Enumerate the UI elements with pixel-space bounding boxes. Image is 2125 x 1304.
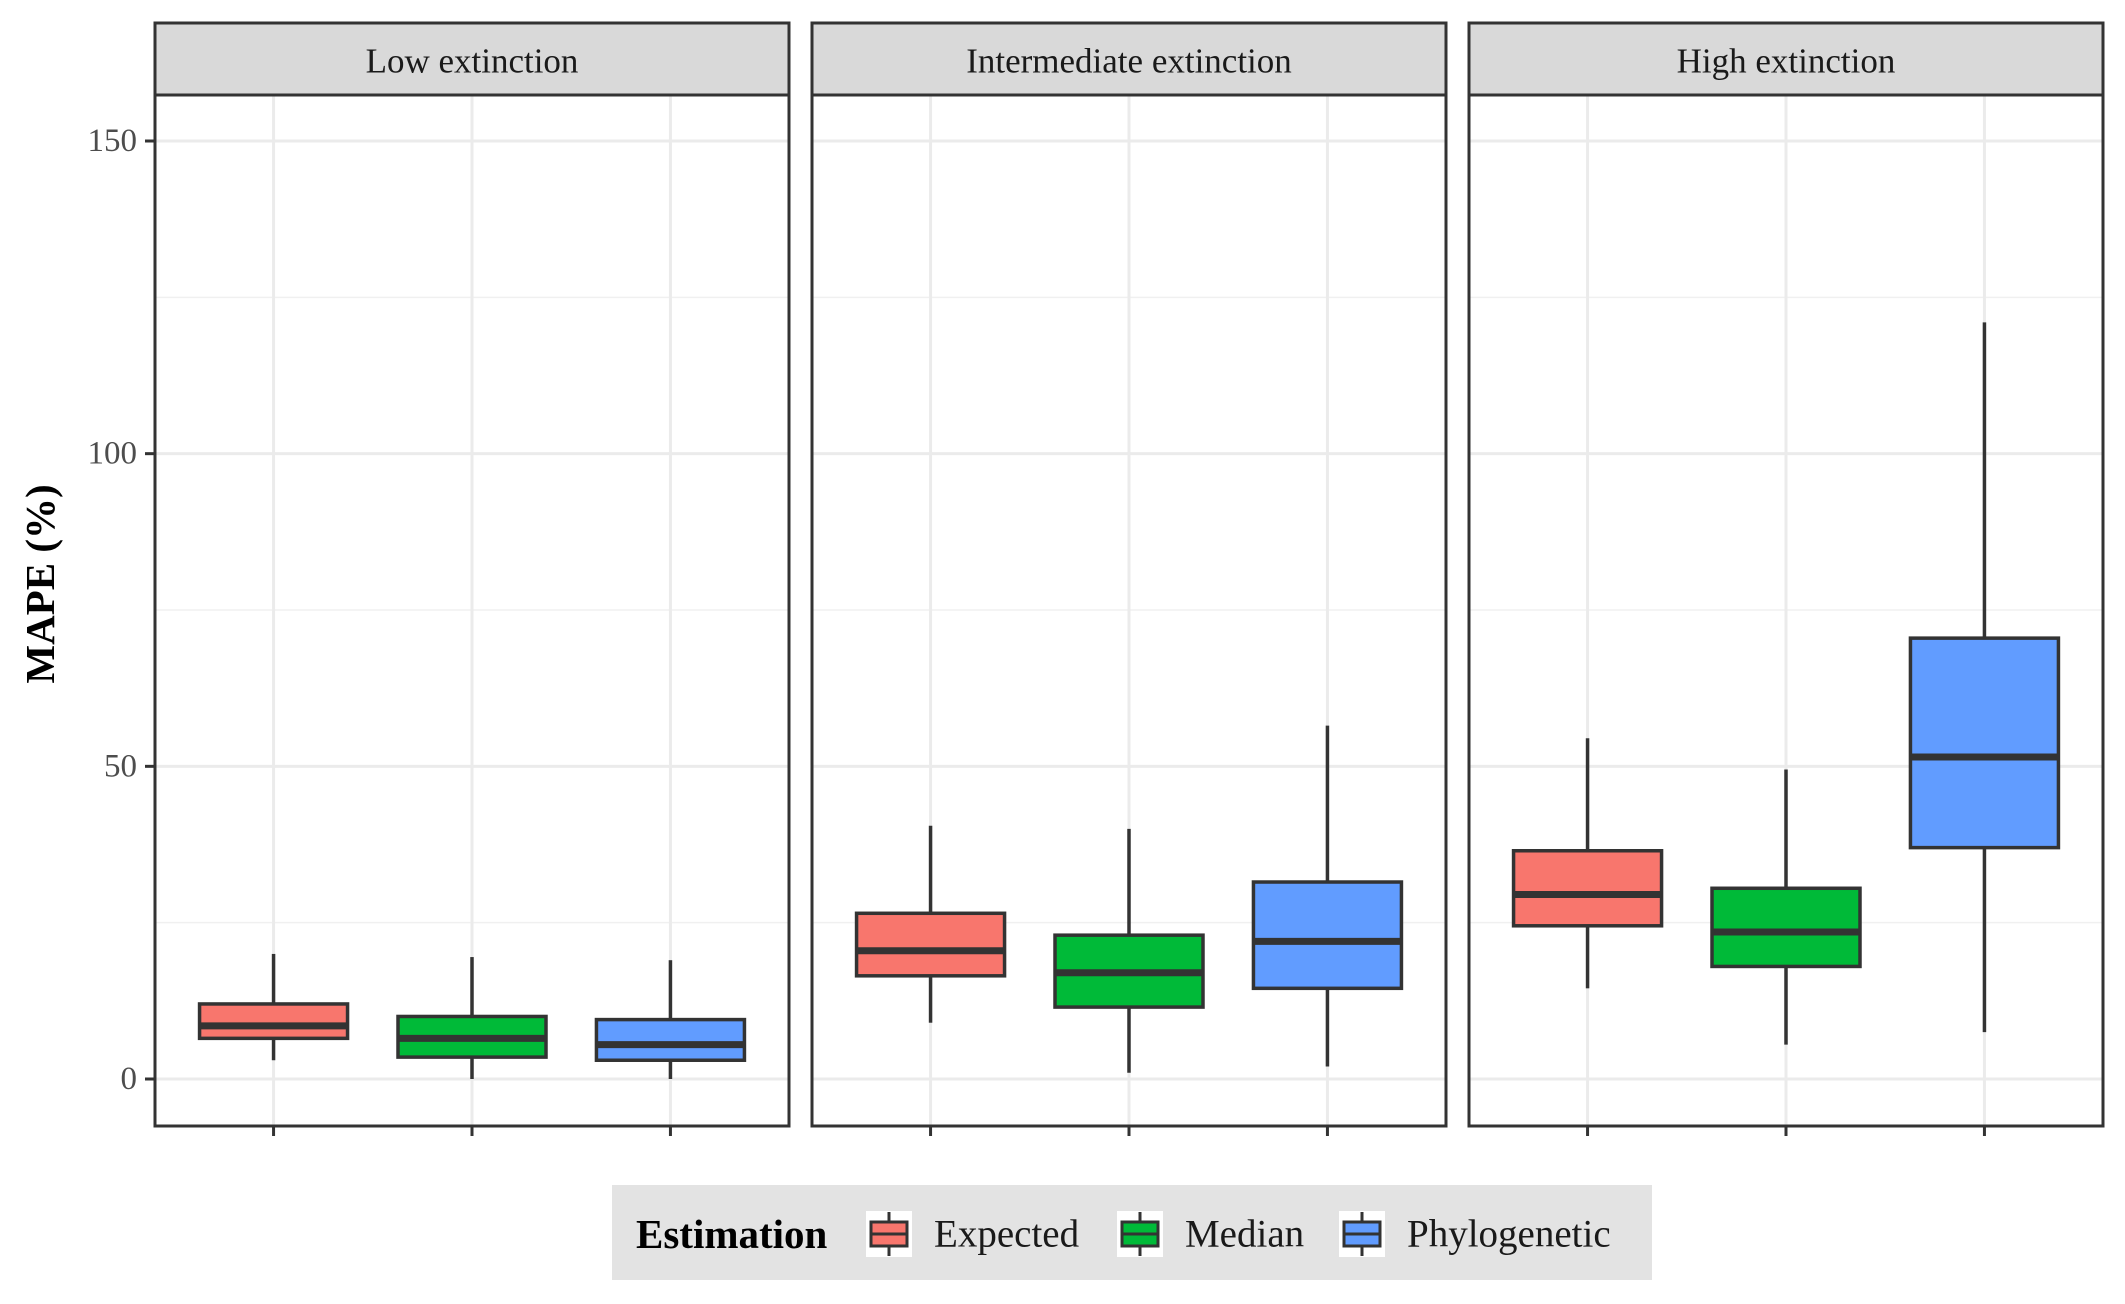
box-body <box>1511 849 1664 928</box>
y-tick-label: 0 <box>121 1061 138 1097</box>
box-body <box>197 1002 350 1041</box>
box-body <box>1710 886 1862 969</box>
box-phylogenetic <box>594 960 747 1079</box>
facet-strip-label: High extinction <box>1677 42 1896 81</box>
y-tick-label: 100 <box>88 436 138 472</box>
box-body <box>854 911 1007 978</box>
y-axis: 0 50 100 150 <box>88 123 155 1097</box>
y-tick-label: 50 <box>104 748 137 784</box>
box-body <box>594 1017 747 1062</box>
y-axis-title: MAPE (%) <box>17 484 63 683</box>
facet-strip <box>153 21 791 97</box>
box-median <box>1710 769 1862 1045</box>
legend-item-phylogenetic: Phylogenetic <box>1339 1211 1611 1257</box>
legend-item-expected: Expected <box>866 1211 1080 1257</box>
facet-panel: High extinction <box>1467 21 2105 1136</box>
facet-strip <box>810 21 1448 97</box>
box-phylogenetic <box>1908 322 2061 1033</box>
facet-strip-label: Intermediate extinction <box>966 42 1292 81</box>
box-expected <box>197 953 350 1061</box>
box-body <box>1251 880 1404 991</box>
panels-layer: Low extinction Intermediate extinction Hig… <box>153 21 2105 1136</box>
box-median <box>396 957 548 1079</box>
legend-title: Estimation <box>636 1211 828 1257</box>
legend-label: Phylogenetic <box>1407 1213 1611 1256</box>
facet-strip <box>1467 21 2105 97</box>
legend-item-median: Median <box>1117 1211 1304 1257</box>
box-expected <box>1511 738 1664 989</box>
box-body <box>1908 636 2061 850</box>
box-expected <box>854 825 1007 1023</box>
box-phylogenetic <box>1251 725 1404 1067</box>
box-median <box>1053 828 1205 1073</box>
legend-label: Expected <box>934 1213 1080 1256</box>
legend: Estimation Expected Median Phylogenetic <box>612 1185 1652 1280</box>
facet-panel: Intermediate extinction <box>810 21 1448 1136</box>
facet-panel: Low extinction <box>153 21 791 1136</box>
legend-label: Median <box>1185 1213 1304 1256</box>
facet-strip-label: Low extinction <box>366 42 579 81</box>
y-tick-label: 150 <box>88 123 138 159</box>
